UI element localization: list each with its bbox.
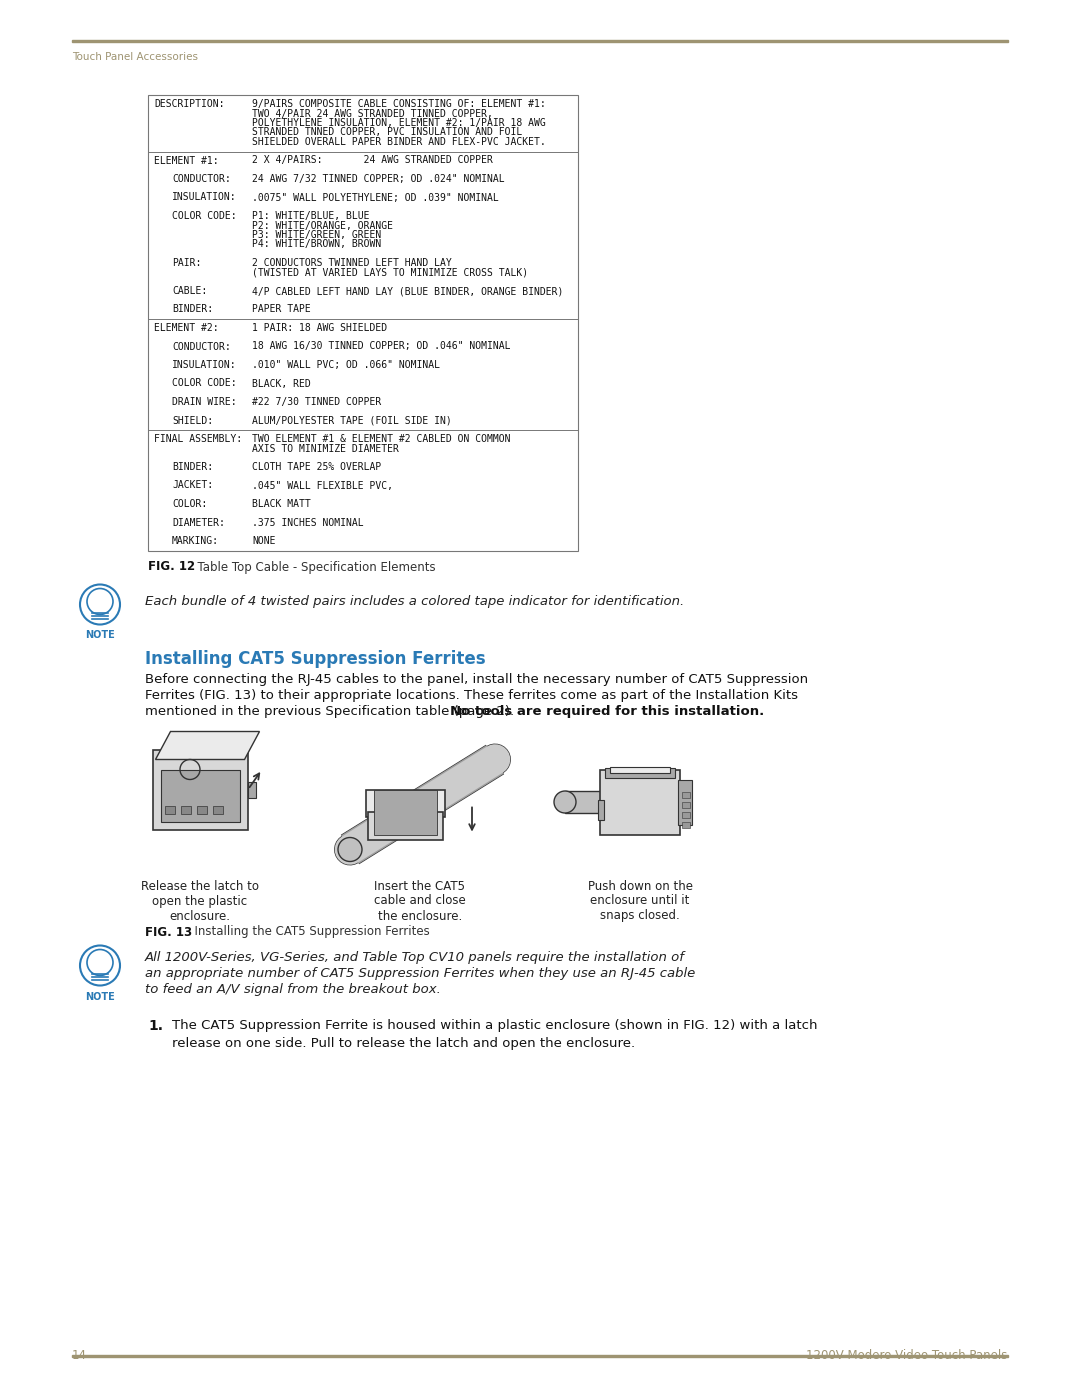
Bar (565, 791, 603, 813)
Text: ELEMENT #1:: ELEMENT #1: (154, 155, 218, 165)
Bar (681, 802, 690, 807)
Circle shape (554, 791, 576, 813)
Text: 18 AWG 16/30 TINNED COPPER; OD .046" NOMINAL: 18 AWG 16/30 TINNED COPPER; OD .046" NOM… (252, 341, 511, 352)
Bar (164, 806, 175, 813)
Text: .045" WALL FLEXIBLE PVC,: .045" WALL FLEXIBLE PVC, (252, 481, 393, 490)
Bar (365, 789, 445, 817)
Text: Each bundle of 4 twisted pairs includes a colored tape indicator for identificat: Each bundle of 4 twisted pairs includes … (145, 595, 685, 608)
Bar (681, 812, 690, 817)
Text: AXIS TO MINIMIZE DIAMETER: AXIS TO MINIMIZE DIAMETER (252, 443, 399, 454)
Text: All 1200V-Series, VG-Series, and Table Top CV10 panels require the installation : All 1200V-Series, VG-Series, and Table T… (145, 951, 685, 964)
Bar (367, 812, 443, 840)
Text: BINDER:: BINDER: (172, 305, 213, 314)
Text: BLACK, RED: BLACK, RED (252, 379, 311, 388)
Text: Push down on the
enclosure until it
snaps closed.: Push down on the enclosure until it snap… (588, 880, 692, 922)
Text: FIG. 13: FIG. 13 (145, 925, 192, 939)
Bar (605, 767, 675, 778)
Text: SHIELDED OVERALL PAPER BINDER AND FLEX-PVC JACKET.: SHIELDED OVERALL PAPER BINDER AND FLEX-P… (252, 137, 545, 147)
Bar (610, 767, 670, 773)
Bar (148, 95, 578, 550)
Text: P3: WHITE/GREEN, GREEN: P3: WHITE/GREEN, GREEN (252, 231, 381, 240)
Text: TWO ELEMENT #1 & ELEMENT #2 CABLED ON COMMON: TWO ELEMENT #1 & ELEMENT #2 CABLED ON CO… (252, 434, 511, 444)
Bar (213, 806, 222, 813)
Text: Touch Panel Accessories: Touch Panel Accessories (72, 52, 198, 61)
Text: FIG. 12: FIG. 12 (148, 560, 195, 574)
Circle shape (338, 837, 362, 862)
Text: Installing CAT5 Suppression Ferrites: Installing CAT5 Suppression Ferrites (145, 651, 486, 669)
Polygon shape (156, 732, 259, 760)
Text: BINDER:: BINDER: (172, 462, 213, 472)
Bar (180, 806, 190, 813)
Text: INSULATION:: INSULATION: (172, 193, 237, 203)
Text: DESCRIPTION:: DESCRIPTION: (154, 99, 225, 109)
Text: 1200V Modero Video Touch Panels: 1200V Modero Video Touch Panels (806, 1350, 1007, 1362)
Text: to feed an A/V signal from the breakout box.: to feed an A/V signal from the breakout … (145, 983, 441, 996)
Text: 9/PAIRS COMPOSITE CABLE CONSISTING OF: ELEMENT #1:: 9/PAIRS COMPOSITE CABLE CONSISTING OF: E… (252, 99, 545, 109)
Text: COLOR CODE:: COLOR CODE: (172, 379, 237, 388)
Text: JACKET:: JACKET: (172, 481, 213, 490)
Bar (161, 770, 240, 821)
Text: TWO 4/PAIR 24 AWG STRANDED TINNED COPPER,: TWO 4/PAIR 24 AWG STRANDED TINNED COPPER… (252, 109, 492, 119)
Text: PAIR:: PAIR: (172, 258, 201, 268)
Text: CONDUCTOR:: CONDUCTOR: (172, 175, 231, 184)
Bar (600, 770, 680, 834)
Bar (678, 780, 692, 824)
Text: .0075" WALL POLYETHYLENE; OD .039" NOMINAL: .0075" WALL POLYETHYLENE; OD .039" NOMIN… (252, 193, 499, 203)
Text: (TWISTED AT VARIED LAYS TO MINIMIZE CROSS TALK): (TWISTED AT VARIED LAYS TO MINIMIZE CROS… (252, 267, 528, 278)
Text: SHIELD:: SHIELD: (172, 415, 213, 426)
Text: Insert the CAT5
cable and close
the enclosure.: Insert the CAT5 cable and close the encl… (374, 880, 465, 922)
Text: 1 PAIR: 18 AWG SHIELDED: 1 PAIR: 18 AWG SHIELDED (252, 323, 387, 332)
Text: an appropriate number of CAT5 Suppression Ferrites when they use an RJ-45 cable: an appropriate number of CAT5 Suppressio… (145, 968, 696, 981)
Text: 1.: 1. (148, 1018, 163, 1032)
Text: COLOR:: COLOR: (172, 499, 207, 509)
Text: The CAT5 Suppression Ferrite is housed within a plastic enclosure (shown in FIG.: The CAT5 Suppression Ferrite is housed w… (172, 1018, 818, 1031)
Text: CABLE:: CABLE: (172, 286, 207, 296)
Bar (374, 789, 436, 834)
Bar (681, 821, 690, 827)
Text: Ferrites (FIG. 13) to their appropriate locations. These ferrites come as part o: Ferrites (FIG. 13) to their appropriate … (145, 689, 798, 701)
Text: 14: 14 (72, 1350, 87, 1362)
Text: Before connecting the RJ-45 cables to the panel, install the necessary number of: Before connecting the RJ-45 cables to th… (145, 672, 808, 686)
Text: 2 CONDUCTORS TWINNED LEFT HAND LAY: 2 CONDUCTORS TWINNED LEFT HAND LAY (252, 258, 451, 268)
Text: .010" WALL PVC; OD .066" NOMINAL: .010" WALL PVC; OD .066" NOMINAL (252, 360, 440, 370)
Bar (681, 792, 690, 798)
Bar (72, 39, 1008, 42)
Text: NOTE: NOTE (85, 992, 114, 1002)
Bar (247, 781, 256, 798)
Text: #22 7/30 TINNED COPPER: #22 7/30 TINNED COPPER (252, 397, 381, 407)
Text: DRAIN WIRE:: DRAIN WIRE: (172, 397, 237, 407)
Text: No tools are required for this installation.: No tools are required for this installat… (450, 704, 765, 718)
Text: CLOTH TAPE 25% OVERLAP: CLOTH TAPE 25% OVERLAP (252, 462, 381, 472)
Text: 4/P CABLED LEFT HAND LAY (BLUE BINDER, ORANGE BINDER): 4/P CABLED LEFT HAND LAY (BLUE BINDER, O… (252, 286, 564, 296)
Text: ELEMENT #2:: ELEMENT #2: (154, 323, 218, 332)
Text: Installing the CAT5 Suppression Ferrites: Installing the CAT5 Suppression Ferrites (187, 925, 430, 939)
Text: NOTE: NOTE (85, 630, 114, 640)
Text: INSULATION:: INSULATION: (172, 360, 237, 370)
Text: .375 INCHES NOMINAL: .375 INCHES NOMINAL (252, 517, 364, 528)
Text: CONDUCTOR:: CONDUCTOR: (172, 341, 231, 352)
Bar (197, 806, 206, 813)
Text: PAPER TAPE: PAPER TAPE (252, 305, 311, 314)
Text: P4: WHITE/BROWN, BROWN: P4: WHITE/BROWN, BROWN (252, 239, 381, 250)
Text: DIAMETER:: DIAMETER: (172, 517, 225, 528)
Text: 24 AWG 7/32 TINNED COPPER; OD .024" NOMINAL: 24 AWG 7/32 TINNED COPPER; OD .024" NOMI… (252, 175, 504, 184)
Text: ALUM/POLYESTER TAPE (FOIL SIDE IN): ALUM/POLYESTER TAPE (FOIL SIDE IN) (252, 415, 451, 426)
Text: POLYETHYLENE INSULATION, ELEMENT #2: 1/PAIR 18 AWG: POLYETHYLENE INSULATION, ELEMENT #2: 1/P… (252, 117, 545, 129)
Text: Release the latch to
open the plastic
enclosure.: Release the latch to open the plastic en… (141, 880, 259, 922)
Bar (152, 750, 247, 830)
Bar (598, 799, 604, 820)
Text: COLOR CODE:: COLOR CODE: (172, 211, 237, 221)
Text: FINAL ASSEMBLY:: FINAL ASSEMBLY: (154, 434, 242, 444)
Text: Table Top Cable - Specification Elements: Table Top Cable - Specification Elements (190, 560, 435, 574)
Text: STRANDED TNNED COPPER, PVC INSULATION AND FOIL: STRANDED TNNED COPPER, PVC INSULATION AN… (252, 127, 523, 137)
Text: release on one side. Pull to release the latch and open the enclosure.: release on one side. Pull to release the… (172, 1037, 635, 1049)
Text: mentioned in the previous Specification table (page 2).: mentioned in the previous Specification … (145, 704, 518, 718)
Bar (72, 1355, 1008, 1356)
Text: 2 X 4/PAIRS:       24 AWG STRANDED COPPER: 2 X 4/PAIRS: 24 AWG STRANDED COPPER (252, 155, 492, 165)
Text: P1: WHITE/BLUE, BLUE: P1: WHITE/BLUE, BLUE (252, 211, 369, 221)
Text: P2: WHITE/ORANGE, ORANGE: P2: WHITE/ORANGE, ORANGE (252, 221, 393, 231)
Text: MARKING:: MARKING: (172, 536, 219, 546)
Text: BLACK MATT: BLACK MATT (252, 499, 311, 509)
Text: NONE: NONE (252, 536, 275, 546)
